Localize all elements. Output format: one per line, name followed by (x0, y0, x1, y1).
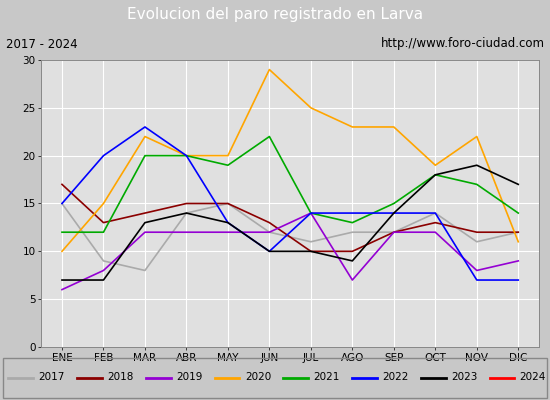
Text: 2017 - 2024: 2017 - 2024 (6, 38, 77, 50)
Text: 2022: 2022 (382, 372, 409, 382)
Text: 2023: 2023 (451, 372, 477, 382)
Text: 2024: 2024 (520, 372, 546, 382)
Text: 2020: 2020 (245, 372, 271, 382)
Text: 2021: 2021 (314, 372, 340, 382)
Text: Evolucion del paro registrado en Larva: Evolucion del paro registrado en Larva (127, 8, 423, 22)
Text: 2018: 2018 (107, 372, 134, 382)
Text: 2019: 2019 (176, 372, 202, 382)
Text: 2017: 2017 (39, 372, 65, 382)
Text: http://www.foro-ciudad.com: http://www.foro-ciudad.com (381, 38, 544, 50)
